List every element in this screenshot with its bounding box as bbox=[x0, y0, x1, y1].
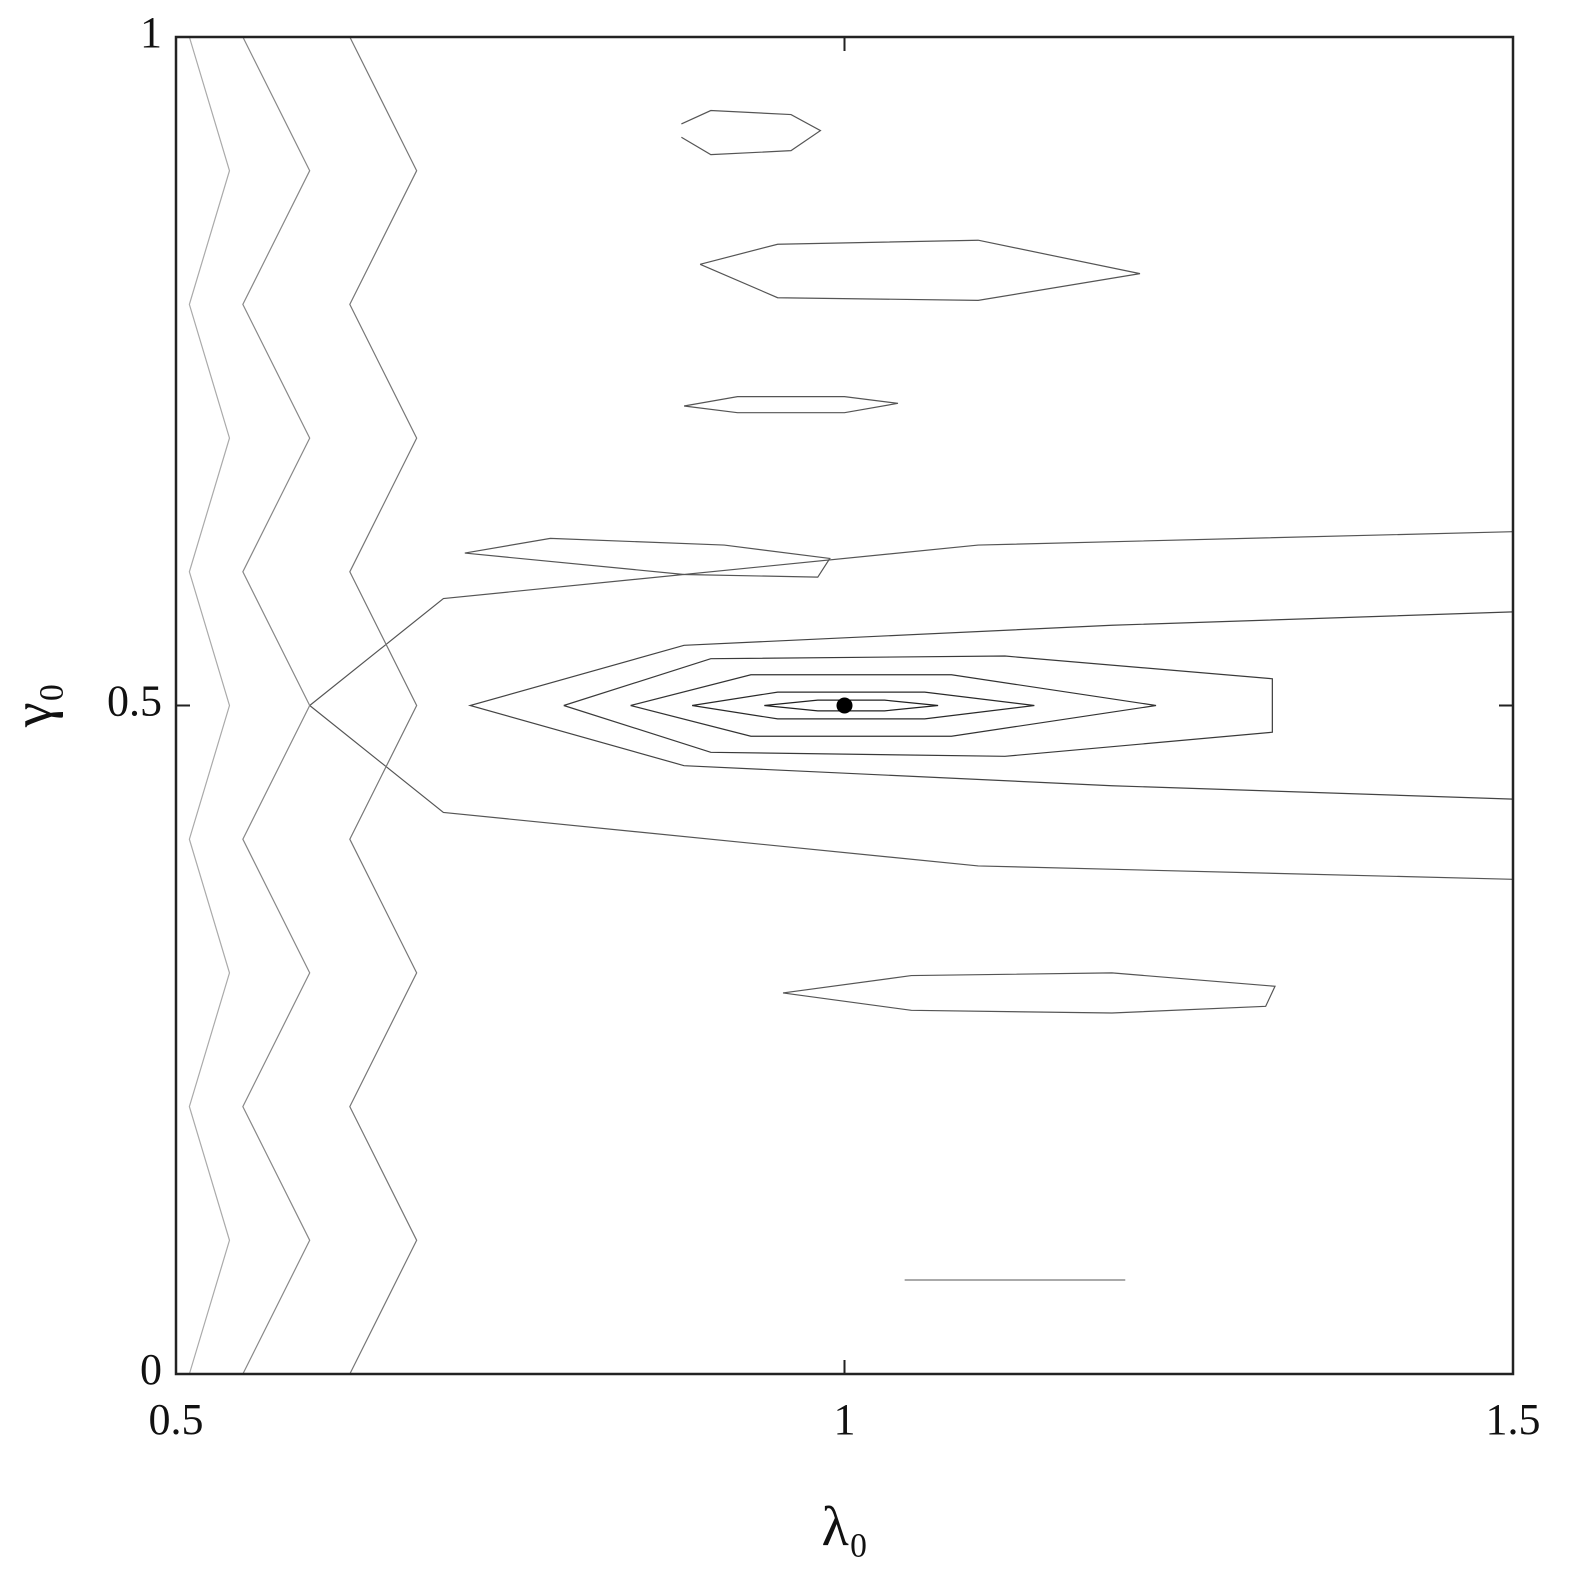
contour-line bbox=[464, 537, 831, 578]
contour-line bbox=[242, 36, 311, 1375]
contour-line bbox=[699, 239, 1141, 301]
contour-line bbox=[782, 972, 1276, 1014]
contour-line bbox=[691, 691, 1035, 720]
y-tick-label: 0 bbox=[140, 1345, 162, 1394]
contour-line bbox=[188, 36, 231, 1375]
x-tick-label: 1 bbox=[834, 1395, 856, 1444]
contour-line bbox=[764, 699, 939, 712]
y-tick-label: 0.5 bbox=[107, 677, 162, 726]
contour-line bbox=[349, 36, 418, 1375]
x-tick-label: 1.5 bbox=[1486, 1395, 1541, 1444]
contour-line bbox=[563, 655, 1273, 757]
contour-line bbox=[683, 396, 899, 414]
contour-line bbox=[681, 109, 822, 156]
contour-line bbox=[630, 674, 1157, 737]
contour-line bbox=[308, 531, 1514, 880]
x-axis-label: λ₀ bbox=[822, 1496, 869, 1558]
x-tick-label: 0.5 bbox=[149, 1395, 204, 1444]
y-axis-label: γ₀ bbox=[2, 683, 64, 728]
y-tick-label: 1 bbox=[140, 8, 162, 57]
contour-line bbox=[467, 611, 1514, 800]
optimum-point bbox=[836, 697, 853, 714]
